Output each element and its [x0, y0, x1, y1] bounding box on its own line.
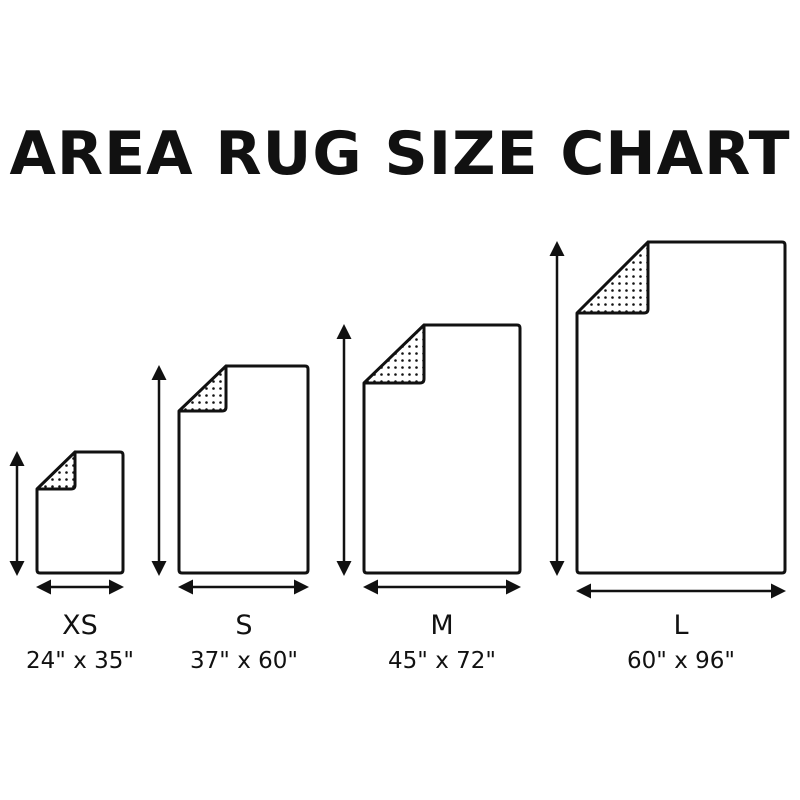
- rug-xs-outline: [35, 450, 125, 575]
- rug-s-outline: [177, 364, 310, 575]
- rug-l-outline: [575, 240, 787, 575]
- rug-l-folded-corner: [575, 240, 650, 315]
- rug-m-outline: [362, 323, 522, 575]
- rug-s-folded-corner: [177, 364, 228, 413]
- rug-xs-folded-corner: [35, 450, 77, 491]
- rug-xs-size-label: XS: [62, 610, 98, 641]
- rug-xs-dimensions: 24" x 35": [26, 648, 134, 674]
- rug-m-folded-corner: [362, 323, 426, 385]
- rug-s-size-label: S: [235, 610, 253, 641]
- rug-s-dimensions: 37" x 60": [190, 648, 298, 674]
- rug-l-size-label: L: [673, 610, 689, 641]
- chart-title: AREA RUG SIZE CHART: [9, 119, 791, 189]
- rug-l-dimensions: 60" x 96": [627, 648, 735, 674]
- rug-m-size-label: M: [430, 610, 454, 641]
- rug-m-dimensions: 45" x 72": [388, 648, 496, 674]
